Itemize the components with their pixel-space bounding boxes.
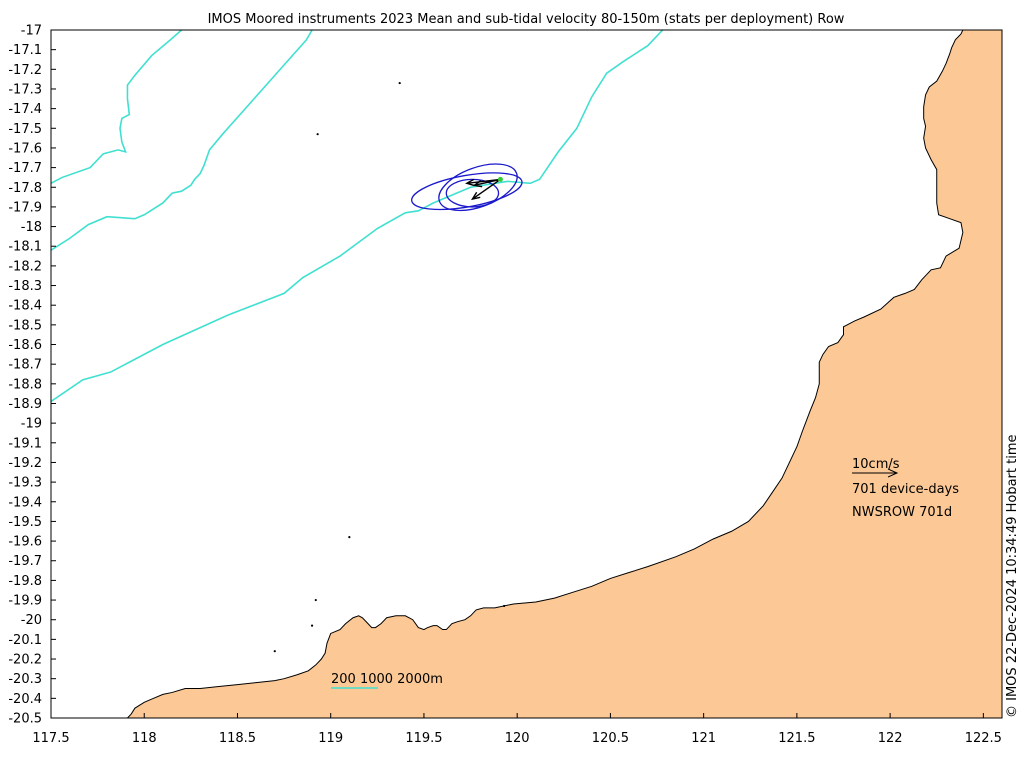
land-area: [127, 30, 1002, 718]
y-tick-label: -18.9: [8, 397, 42, 412]
y-tick-label: -17.9: [8, 200, 42, 215]
y-tick-label: -17.6: [8, 141, 42, 156]
y-tick-label: -19.4: [8, 495, 42, 510]
velocity-arrowhead-2: [470, 191, 481, 201]
y-tick-label: -19: [21, 417, 42, 432]
y-tick-label: -17.7: [8, 161, 42, 176]
x-tick-label: 122: [878, 731, 903, 746]
y-tick-label: -20: [21, 613, 42, 628]
island-6: [503, 604, 506, 608]
y-tick-label: -20.3: [8, 672, 42, 687]
y-tick-label: -20.2: [8, 653, 42, 668]
y-tick-label: -19.2: [8, 456, 42, 471]
velocity-arrow-1: [466, 178, 501, 185]
velocity-scale: 10cm/s 701 device-days NWSROW 701d: [852, 457, 959, 520]
y-tick-label: -20.4: [8, 692, 42, 707]
y-tick-label: -17.3: [8, 82, 42, 97]
x-tick-label: 122.5: [965, 731, 1002, 746]
isobath-legend: 200 1000 2000m: [331, 672, 443, 689]
island-5: [273, 650, 276, 653]
isobath-1000m: [51, 30, 313, 251]
x-axis: 117.5 118 118.5 119 119.5 120 120.5 121 121.5 122…: [32, 713, 1002, 746]
x-tick-label: 121.5: [778, 731, 815, 746]
y-tick-label: -17: [21, 24, 42, 39]
y-tick-label: -18.6: [8, 338, 42, 353]
y-tick-label: -19.1: [8, 436, 42, 451]
y-tick-label: -17.2: [8, 63, 42, 78]
island-3: [314, 598, 317, 602]
x-tick-label: 118: [132, 731, 157, 746]
x-tick-label: 117.5: [32, 731, 69, 746]
x-tick-label: 120: [505, 731, 530, 746]
y-tick-label: -18.3: [8, 279, 42, 294]
y-tick-label: -18.7: [8, 358, 42, 373]
x-tick-label: 120.5: [592, 731, 629, 746]
coastline: [127, 30, 964, 718]
island-4: [310, 624, 314, 627]
island-0: [398, 81, 401, 85]
isobath-legend-label: 200 1000 2000m: [331, 672, 443, 687]
y-tick-label: -20.1: [8, 633, 42, 648]
velocity-arrow-2: [472, 178, 501, 200]
plot-frame: [50, 29, 1003, 719]
y-tick-label: -18.8: [8, 377, 42, 392]
isobath-2000m: [51, 30, 183, 185]
y-tick-label: -20.5: [8, 712, 42, 727]
y-tick-label: -18.2: [8, 259, 42, 274]
x-tick-label: 119: [318, 731, 343, 746]
credit-text: © IMOS 22-Dec-2024 10:34:49 Hobart time: [1005, 434, 1020, 718]
mooring-station-marker: [497, 176, 503, 182]
y-tick-label: -18.1: [8, 240, 42, 255]
y-axis: -17 -17.1 -17.2 -17.3 -17.4 -17.5 -17.6 -17.7 -1…: [8, 24, 56, 727]
x-tick-label: 119.5: [405, 731, 442, 746]
y-tick-label: -17.8: [8, 181, 42, 196]
y-tick-label: -17.5: [8, 122, 42, 137]
x-tick-label: 118.5: [219, 731, 256, 746]
isobath-200m: [51, 30, 664, 403]
y-tick-label: -19.8: [8, 574, 42, 589]
y-tick-label: -18.4: [8, 299, 42, 314]
plot-area: [50, 29, 1003, 719]
device-days-label: 701 device-days: [852, 482, 959, 497]
y-tick-label: -19.3: [8, 476, 42, 491]
plot-content: [51, 30, 1002, 718]
chart-title: IMOS Moored instruments 2023 Mean and su…: [208, 12, 845, 27]
island-1: [316, 133, 319, 136]
x-tick-label: 121: [691, 731, 716, 746]
scale-arrow-label: 10cm/s: [852, 457, 900, 472]
y-tick-label: -17.1: [8, 43, 42, 58]
y-tick-label: -18.5: [8, 318, 42, 333]
y-tick-label: -19.9: [8, 594, 42, 609]
velocity-arrowhead-1: [465, 178, 475, 187]
island-2: [348, 536, 351, 539]
y-tick-label: -19.7: [8, 554, 42, 569]
y-tick-label: -17.4: [8, 102, 42, 117]
site-label: NWSROW 701d: [852, 505, 952, 520]
y-tick-label: -19.6: [8, 535, 42, 550]
scale-arrow-head: [887, 468, 899, 478]
y-tick-label: -19.5: [8, 515, 42, 530]
y-tick-label: -18: [21, 220, 42, 235]
